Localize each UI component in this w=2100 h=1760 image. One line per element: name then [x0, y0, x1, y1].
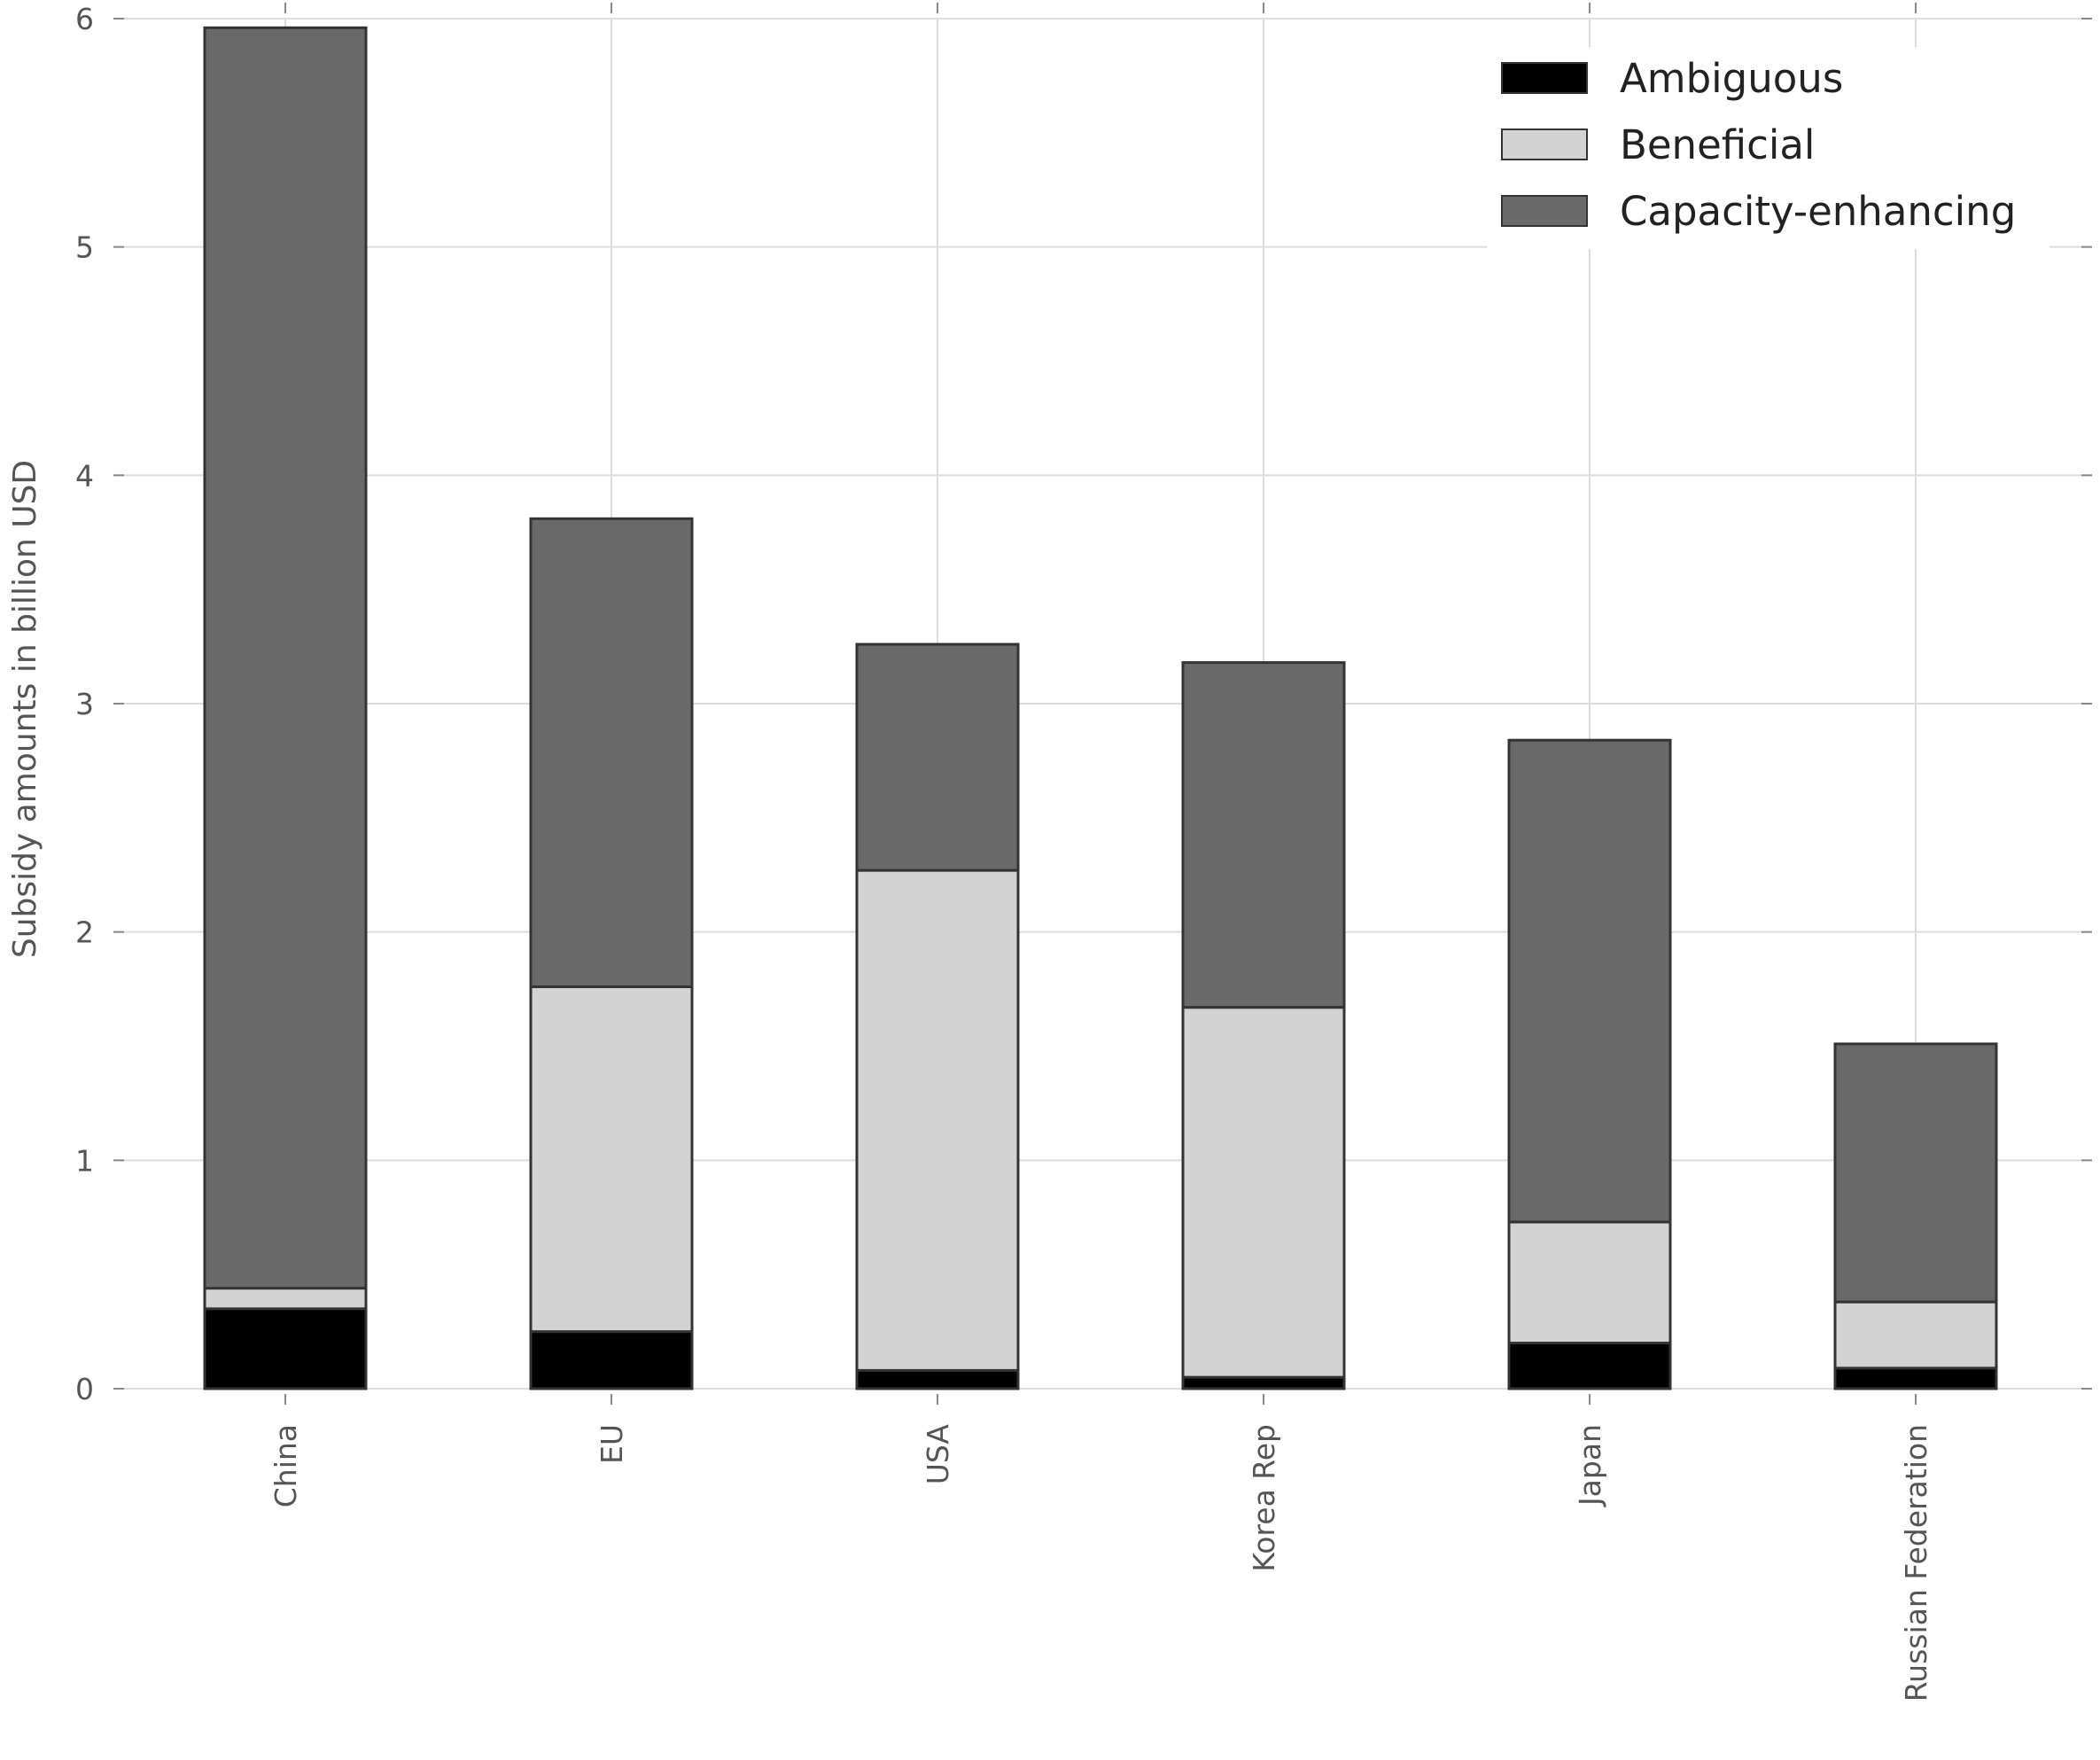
bar-segment-ambiguous — [1833, 1367, 1998, 1390]
x-tick-label: Russian Federation — [1899, 1424, 1933, 1702]
y-tick-label: 3 — [75, 687, 94, 721]
bar-segment-capacity-enhancing — [855, 642, 1020, 872]
y-tick-label: 6 — [75, 2, 94, 36]
y-tick-label: 5 — [75, 230, 94, 265]
bar-segment-capacity-enhancing — [1833, 1042, 1998, 1304]
legend-swatch — [1501, 128, 1588, 160]
y-tick-label: 4 — [75, 458, 94, 493]
legend-label: Capacity-enhancing — [1620, 188, 2016, 235]
y-tick-label: 1 — [75, 1143, 94, 1178]
legend-label: Ambiguous — [1620, 55, 1843, 102]
bars — [203, 26, 1998, 1390]
x-tick-label: EU — [595, 1424, 629, 1464]
bar-segment-capacity-enhancing — [529, 517, 694, 989]
axes: 0 1 2 3 4 5 6 China EU USA Korea Rep Japan Russian F… — [75, 2, 2092, 1702]
y-axis-label: Subsidy amounts in billion USD — [7, 460, 43, 958]
bar-segment-beneficial — [1507, 1220, 1672, 1344]
bar-segment-beneficial — [529, 985, 694, 1334]
x-tick-label: Japan — [1573, 1424, 1607, 1507]
legend-swatch — [1501, 195, 1588, 227]
y-tick-label: 0 — [75, 1372, 94, 1406]
bar-segment-ambiguous — [1507, 1341, 1672, 1390]
bar-segment-capacity-enhancing — [1507, 738, 1672, 1224]
bar-segment-capacity-enhancing — [203, 26, 368, 1290]
x-tick-label: USA — [921, 1424, 955, 1485]
bar-segment-beneficial — [1181, 1006, 1346, 1379]
x-tick-label: China — [268, 1424, 303, 1507]
bar-segment-ambiguous — [529, 1330, 694, 1390]
legend-swatch — [1501, 62, 1588, 94]
y-tick-label: 2 — [75, 915, 94, 950]
legend: Ambiguous Beneficial Capacity-enhancing — [1487, 47, 2049, 249]
bar-segment-capacity-enhancing — [1181, 661, 1346, 1009]
bar-segment-beneficial — [203, 1287, 368, 1311]
bar-segment-ambiguous — [203, 1307, 368, 1390]
bar-segment-ambiguous — [855, 1368, 1020, 1390]
bar-segment-beneficial — [855, 868, 1020, 1372]
x-tick-label: Korea Rep — [1247, 1424, 1281, 1572]
legend-label: Beneficial — [1620, 121, 1815, 168]
bar-segment-ambiguous — [1181, 1375, 1346, 1390]
bar-segment-beneficial — [1833, 1300, 1998, 1370]
